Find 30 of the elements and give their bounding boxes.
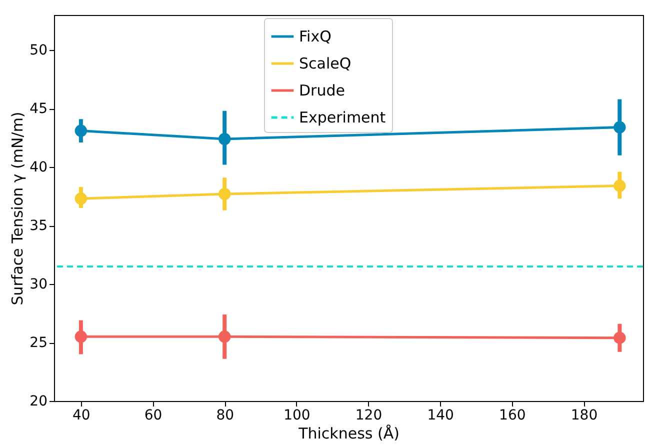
x-tick-label: 100 (284, 408, 310, 424)
y-axis-title: Surface Tension γ (mN/m) (8, 112, 27, 306)
y-tick-label: 50 (30, 42, 48, 59)
point (614, 180, 626, 192)
point (218, 188, 231, 200)
legend-label: Experiment (299, 108, 386, 126)
point (74, 330, 88, 343)
y-tick-label: 20 (30, 394, 48, 410)
x-tick-label: 160 (499, 408, 526, 424)
legend-label: FixQ (299, 28, 332, 46)
point (218, 330, 231, 343)
x-tick-label: 60 (144, 408, 162, 424)
y-tick-label: 45 (30, 101, 48, 118)
x-tick-label: 40 (72, 408, 90, 424)
y-tick-label: 30 (30, 276, 48, 293)
x-axis-title: Thickness (Å) (298, 424, 400, 442)
point (74, 192, 88, 205)
y-tick-label: 40 (30, 160, 48, 176)
point (614, 121, 626, 134)
point (218, 132, 231, 146)
x-tick-label: 140 (427, 408, 454, 424)
y-tick-label: 35 (30, 218, 48, 234)
x-tick-label: 120 (355, 408, 382, 424)
legend-label: Drude (299, 82, 345, 100)
point (74, 124, 88, 137)
legend-label: ScaleQ (299, 54, 352, 72)
x-tick-label: 80 (216, 408, 234, 424)
x-tick-label: 180 (570, 408, 598, 424)
point (614, 332, 626, 344)
y-tick-label: 25 (30, 335, 48, 352)
